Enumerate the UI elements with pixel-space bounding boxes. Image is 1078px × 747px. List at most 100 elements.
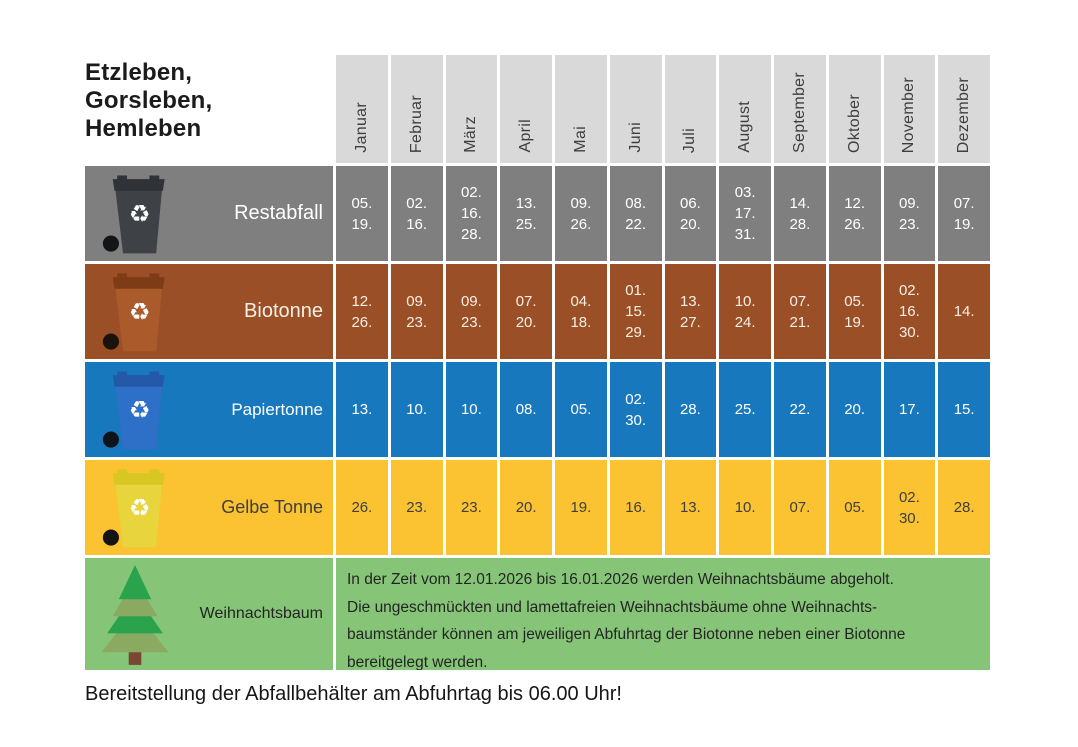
date-line: 19. — [844, 313, 866, 331]
region-title-line: Gorsleben, — [85, 87, 213, 114]
svg-text:♻: ♻ — [129, 200, 151, 228]
date-line: 07. — [789, 292, 811, 310]
date-cell: 10. 24. — [719, 264, 771, 359]
date-line: 30. — [898, 324, 920, 341]
date-cell: 07. 20. — [500, 264, 552, 359]
date-line: 07. — [953, 194, 975, 212]
date-cell: 01. 15. 29. — [609, 264, 662, 359]
date-cell: 28. — [664, 362, 717, 457]
date-line: 27. — [679, 313, 701, 331]
date-line: 19. — [953, 215, 975, 233]
month-header: August — [719, 55, 771, 163]
date-cell: 14. — [938, 264, 990, 359]
row-header-gelbe-tonne: ♻ Gelbe Tonne — [85, 460, 333, 555]
date-cell: 23. — [390, 460, 443, 555]
date-line: 31. — [734, 226, 756, 243]
date-cell: 20. — [500, 460, 552, 555]
date-cell: 09. 23. — [445, 264, 498, 359]
date-line: 16. — [406, 215, 428, 233]
date-cell: 08. — [500, 362, 552, 457]
date-line: 20. — [515, 313, 537, 331]
date-line: 02. — [625, 390, 647, 408]
date-line: 06. — [679, 194, 701, 212]
date-line: 19. — [351, 215, 373, 233]
month-label: Januar — [352, 102, 370, 153]
papiertonne-bin-icon: ♻ — [102, 370, 165, 449]
row-label-restabfall: Restabfall — [234, 202, 323, 224]
date-cell: 22. — [774, 362, 826, 457]
date-line: 29. — [625, 324, 647, 341]
date-cell: 14. 28. — [774, 166, 826, 261]
date-line: 21. — [789, 313, 811, 331]
date-cell: 19. — [555, 460, 607, 555]
date-cell: 10. — [390, 362, 443, 457]
date-line: 23. — [406, 313, 428, 331]
row-label-gelbe-tonne: Gelbe Tonne — [221, 497, 323, 517]
row-label-papiertonne: Papiertonne — [231, 399, 323, 419]
note-line: Die ungeschmückten und lamettafreien Wei… — [347, 598, 878, 616]
date-line: 28. — [953, 499, 975, 516]
date-line: 09. — [460, 292, 482, 310]
date-cell: 23. — [445, 460, 498, 555]
date-line: 23. — [898, 215, 920, 233]
row-header-papiertonne: ♻ Papiertonne — [85, 362, 333, 457]
date-line: 17. — [734, 205, 756, 222]
month-label: September — [790, 72, 808, 153]
date-line: 02. — [406, 194, 428, 212]
date-line: 01. — [625, 282, 647, 299]
date-cell: 20. — [828, 362, 881, 457]
date-line: 07. — [789, 499, 811, 516]
row-header-restabfall: ♻ Restabfall — [85, 166, 333, 261]
date-line: 14. — [953, 303, 975, 320]
date-line: 13. — [679, 292, 701, 310]
date-line: 05. — [570, 401, 592, 418]
date-line: 10. — [460, 401, 482, 418]
month-header: September — [774, 55, 826, 163]
month-header: Juni — [609, 55, 662, 163]
waste-calendar-table: Etzleben, Gorsleben, Hemleben Januar Februar… — [85, 55, 990, 670]
date-cell: 04. 18. — [555, 264, 607, 359]
date-line: 08. — [515, 401, 537, 418]
date-line: 10. — [734, 292, 756, 310]
month-header: März — [445, 55, 498, 163]
date-line: 20. — [679, 215, 701, 233]
date-cell: 02. 30. — [883, 460, 936, 555]
date-line: 05. — [844, 292, 866, 310]
date-cell: 05. 19. — [336, 166, 388, 261]
month-header: Februar — [390, 55, 443, 163]
date-line: 22. — [625, 215, 647, 233]
date-line: 23. — [460, 313, 482, 331]
date-line: 10. — [734, 499, 756, 516]
svg-text:♻: ♻ — [129, 396, 151, 424]
date-line: 12. — [844, 194, 866, 212]
date-line: 28. — [789, 215, 811, 233]
date-cell: 17. — [883, 362, 936, 457]
date-line: 16. — [460, 205, 482, 222]
month-label: November — [900, 76, 918, 153]
row-header-weihnachtsbaum: Weihnachtsbaum — [85, 558, 333, 670]
month-label: Juli — [681, 127, 699, 153]
date-line: 05. — [351, 194, 373, 212]
date-line: 25. — [734, 401, 756, 418]
date-cell: 08. 22. — [609, 166, 662, 261]
date-cell: 15. — [938, 362, 990, 457]
date-line: 22. — [789, 401, 811, 418]
christmas-tree-icon — [101, 564, 169, 665]
date-line: 13. — [351, 401, 373, 418]
region-title-line: Hemleben — [85, 115, 202, 142]
date-cell: 13. — [664, 460, 717, 555]
note-line: baumständer können am jeweiligen Abfuhrt… — [347, 626, 906, 643]
date-line: 20. — [844, 401, 866, 418]
date-line: 04. — [570, 292, 592, 310]
date-cell: 10. — [719, 460, 771, 555]
date-line: 15. — [953, 401, 975, 418]
month-label: Mai — [571, 126, 589, 153]
date-line: 07. — [515, 292, 537, 310]
date-line: 24. — [734, 313, 756, 331]
date-cell: 02. 16. — [390, 166, 443, 261]
date-line: 26. — [351, 499, 373, 516]
month-header: Januar — [336, 55, 388, 163]
date-cell: 02. 16. 28. — [445, 166, 498, 261]
date-line: 02. — [898, 488, 920, 506]
